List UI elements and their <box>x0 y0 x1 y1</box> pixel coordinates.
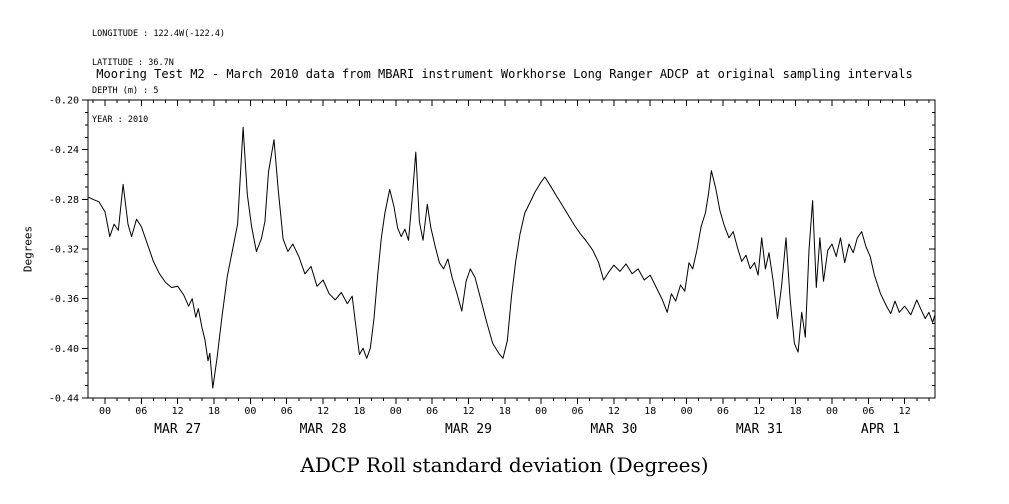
y-tick-label: -0.20 <box>49 96 79 107</box>
metadata-line-depth: DEPTH (m) : 5 <box>92 86 159 96</box>
hour-tick-label: 12 <box>172 406 184 417</box>
hour-tick-label: 00 <box>681 406 693 417</box>
y-tick-label: -0.28 <box>49 195 79 206</box>
axis-frame <box>87 99 936 399</box>
hour-tick-label: 06 <box>717 406 729 417</box>
hour-tick-label: 00 <box>390 406 402 417</box>
day-label: APR 1 <box>861 422 900 437</box>
x-axis-ticks <box>92 100 930 404</box>
hour-tick-label: 18 <box>208 406 220 417</box>
day-label: MAR 29 <box>445 422 492 437</box>
plot-title: Mooring Test M2 - March 2010 data from M… <box>96 67 913 81</box>
data-series <box>87 126 936 389</box>
y-tick-label: -0.40 <box>49 344 79 355</box>
hour-tick-label: 12 <box>608 406 620 417</box>
data-line <box>87 126 936 389</box>
day-labels: MAR 27 MAR 28 MAR 29 MAR 30 MAR 31 APR 1 <box>154 422 900 437</box>
plot-frame <box>87 99 936 399</box>
hour-tick-label: 06 <box>135 406 147 417</box>
day-label: MAR 30 <box>590 422 637 437</box>
hour-tick-label: 18 <box>353 406 365 417</box>
hour-tick-label: 00 <box>535 406 547 417</box>
y-tick-label: -0.44 <box>49 394 79 405</box>
y-tick-label: -0.24 <box>49 145 79 156</box>
metadata-line-year: YEAR : 2010 <box>92 114 149 125</box>
hour-tick-label: 06 <box>862 406 874 417</box>
hour-tick-label: 12 <box>317 406 329 417</box>
hour-tick-label: 12 <box>462 406 474 417</box>
y-axis-ticks <box>82 99 935 399</box>
day-label: MAR 27 <box>154 422 201 437</box>
metadata-line-longitude: LONGITUDE : 122.4W(-122.4) <box>92 29 226 39</box>
y-axis-tick-labels: -0.20 -0.24 -0.28 -0.32 -0.36 -0.40 -0.44 <box>49 96 79 405</box>
metadata-block: LONGITUDE : 122.4W(-122.4) LATITUDE : 36… <box>92 11 225 144</box>
hour-tick-label: 06 <box>281 406 293 417</box>
hour-tick-label: 00 <box>244 406 256 417</box>
hour-tick-label: 12 <box>899 406 911 417</box>
y-tick-label: -0.36 <box>49 294 79 305</box>
metadata-line-latitude: LATITUDE : 36.7N <box>92 57 174 68</box>
hour-tick-label: 18 <box>790 406 802 417</box>
y-tick-label: -0.32 <box>49 245 79 256</box>
bottom-title: ADCP Roll standard deviation (Degrees) <box>300 453 709 477</box>
day-label: MAR 28 <box>300 422 347 437</box>
hour-tick-label: 06 <box>572 406 584 417</box>
hour-tick-label: 00 <box>826 406 838 417</box>
hour-tick-label: 18 <box>644 406 656 417</box>
hour-tick-label: 18 <box>499 406 511 417</box>
day-label: MAR 31 <box>736 422 783 437</box>
hour-tick-label: 00 <box>99 406 111 417</box>
hour-tick-label: 06 <box>426 406 438 417</box>
x-axis-tick-labels: 00 06 12 18 00 06 12 18 00 06 12 18 00 06 12 18 00 06 12 18… <box>99 406 911 417</box>
hour-tick-label: 12 <box>753 406 765 417</box>
